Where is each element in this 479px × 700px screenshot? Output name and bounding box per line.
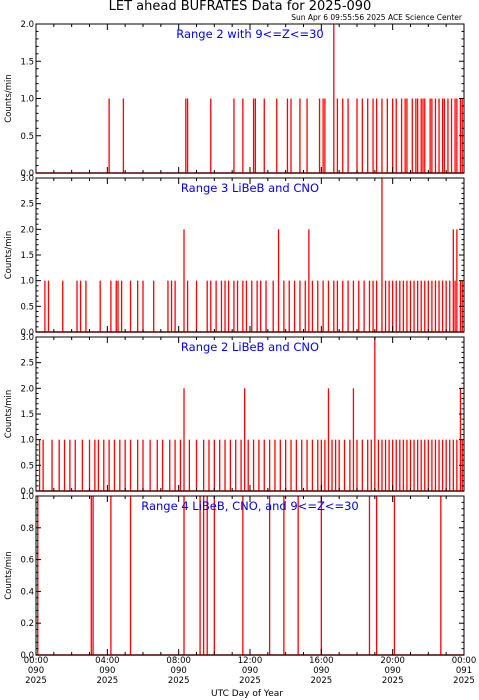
x-tick-label: 2025 (168, 676, 190, 686)
x-tick-label: 04:00 (95, 656, 120, 666)
y-tick-label: 3.0 (20, 333, 34, 343)
y-tick-label: 1.0 (20, 436, 34, 446)
panel-frame (35, 23, 465, 174)
y-tick-label: 2.0 (20, 20, 34, 30)
x-tick-label: 00:00 (452, 656, 477, 666)
y-tick-label: 2.0 (20, 225, 34, 235)
panel-frame (35, 495, 465, 656)
x-tick-label: 08:00 (166, 656, 191, 666)
x-axis: 00:00090202504:00090202508:00090202512:0… (24, 656, 477, 686)
y-tick-label: 3.0 (20, 174, 34, 184)
x-tick-label: 20:00 (380, 656, 405, 666)
chart-panels: 0.0 0.5 1.0 1.5 2.0 Counts/min Range 2 with 9<… (4, 20, 465, 661)
panel-label: Range 2 with 9<=Z<=30 (176, 27, 324, 41)
x-tick-label: 2025 (239, 676, 261, 686)
y-tick-label: 0.5 (20, 132, 34, 142)
x-tick-label: 2025 (25, 676, 47, 686)
x-tick-label: 2025 (311, 676, 333, 686)
series-1 (36, 178, 464, 333)
chart-panel-3: 0.0 0.5 1.0 1.5 2.0 2.5 3.0 Counts/min Range 2 L… (4, 333, 465, 497)
y-tick-label: 0.2 (20, 619, 34, 629)
y-tick-label: 1.5 (20, 57, 34, 67)
x-tick-label: 16:00 (309, 656, 334, 666)
y-axis-label: Counts/min (4, 231, 14, 280)
y-tick-label: 2.5 (20, 359, 34, 369)
y-tick-label: 0.5 (20, 461, 34, 471)
y-tick-label: 0.4 (20, 587, 34, 597)
y-tick-label: 0.8 (20, 524, 34, 534)
chart-panel-1: 0.0 0.5 1.0 1.5 2.0 Counts/min Range 2 with 9<… (4, 20, 465, 179)
x-tick-label: 090 (99, 666, 115, 676)
series-1 (36, 337, 464, 492)
y-tick-label: 1.0 (20, 95, 34, 105)
chart-title: LET ahead BUFRATES Data for 2025-090 (109, 0, 372, 14)
y-tick-label: 0.0 (20, 169, 34, 179)
y-tick-label: 0.6 (20, 556, 34, 566)
series-1 (36, 24, 464, 174)
x-axis-label: UTC Day of Year (211, 689, 283, 699)
chart-panel-2: 0.0 0.5 1.0 1.5 2.0 2.5 3.0 Counts/min Range 3 L… (4, 174, 465, 338)
x-tick-label: 2025 (453, 676, 475, 686)
panel-label: Range 3 LiBeB and CNO (181, 181, 319, 195)
y-tick-label: 1.5 (20, 410, 34, 420)
y-axis-label: Counts/min (4, 551, 14, 600)
x-tick-label: 090 (313, 666, 329, 676)
x-tick-label: 00:00 (24, 656, 49, 666)
series-1 (36, 496, 464, 656)
y-tick-label: 0.5 (20, 302, 34, 312)
chart-panel-4: 0.0 0.2 0.4 0.6 0.8 1.0 Counts/min Range 4 LiBe… (4, 492, 465, 661)
y-tick-label: 0.0 (20, 651, 34, 661)
y-tick-label: 1.5 (20, 251, 34, 261)
y-tick-label: 1.0 (20, 492, 34, 502)
x-tick-label: 091 (456, 666, 472, 676)
x-tick-label: 090 (28, 666, 44, 676)
y-tick-label: 2.0 (20, 384, 34, 394)
x-tick-label: 12:00 (238, 656, 263, 666)
x-tick-label: 2025 (97, 676, 119, 686)
x-tick-label: 2025 (382, 676, 404, 686)
panel-label: Range 2 LiBeB and CNO (181, 340, 319, 354)
y-tick-label: 0.0 (20, 328, 34, 338)
x-tick-label: 090 (385, 666, 401, 676)
y-tick-label: 0.0 (20, 487, 34, 497)
panel-label: Range 4 LiBeB, CNO, and 9<=Z<=30 (141, 499, 359, 513)
timestamp: Sun Apr 6 09:55:56 2025 ACE Science Cent… (291, 13, 463, 22)
y-axis-label: Counts/min (4, 390, 14, 439)
y-tick-label: 1.0 (20, 277, 34, 287)
x-tick-label: 090 (242, 666, 258, 676)
y-tick-label: 2.5 (20, 200, 34, 210)
y-axis-label: Counts/min (4, 74, 14, 123)
x-tick-label: 090 (171, 666, 187, 676)
